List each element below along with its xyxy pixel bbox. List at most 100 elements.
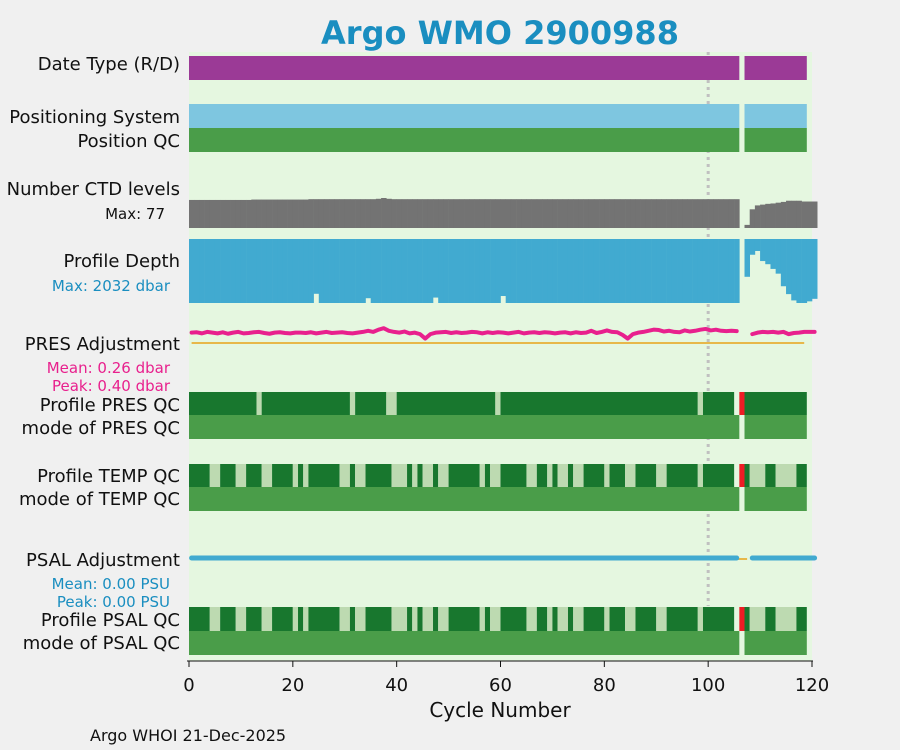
profile-psal-qc-segment <box>412 607 418 631</box>
ctd-levels-bar <box>770 203 776 228</box>
profile-temp-qc-segment <box>744 464 750 487</box>
profile-temp-qc-segment <box>796 464 807 487</box>
profile-pres-qc-segment <box>349 392 356 415</box>
profile-pres-qc-segment <box>739 392 745 415</box>
ctd-levels-bar <box>723 199 730 228</box>
ctd-levels-bar <box>282 199 288 228</box>
ctd-levels-bar <box>490 199 496 228</box>
date-type-bar-segment <box>744 56 807 80</box>
profile-depth-bar <box>614 239 621 303</box>
mode-psal-qc-bar-segment <box>189 631 740 655</box>
x-tick-label: 0 <box>183 675 194 696</box>
profile-depth-bar <box>635 239 641 303</box>
profile-pres-qc-segment <box>396 392 496 415</box>
ctd-levels-bar <box>578 199 584 228</box>
profile-depth-bar <box>723 239 730 303</box>
ctd-levels-bar <box>516 199 522 228</box>
profile-psal-qc-segment <box>526 607 537 631</box>
chart-title: Argo WMO 2900988 <box>321 14 679 52</box>
ctd-levels-bar <box>292 199 299 228</box>
profile-temp-qc-segment <box>490 464 501 487</box>
profile-psal-qc-segment <box>567 607 574 631</box>
profile-psal-qc-segment <box>448 607 480 631</box>
profile-temp-qc-segment <box>407 464 413 487</box>
ctd-levels-bar <box>806 201 813 228</box>
ctd-levels-bar <box>375 198 382 228</box>
profile-temp-qc-segment <box>433 464 439 487</box>
ctd-levels-bar <box>240 199 247 228</box>
profile-depth-bar <box>531 239 538 303</box>
profile-depth-bar <box>479 239 486 303</box>
profile-depth-bar <box>282 239 288 303</box>
profile-depth-bar <box>780 239 787 287</box>
ctd-levels-bar <box>744 224 750 228</box>
row-label-profile-temp-qc: Profile TEMP QC <box>37 466 180 487</box>
ctd-levels-bar <box>573 199 579 228</box>
profile-temp-qc-segment <box>235 464 247 487</box>
x-axis-ticks: 0 20 40 60 80 100 120 <box>183 661 829 696</box>
profile-pres-qc-segment <box>495 392 501 415</box>
profile-psal-qc-segment <box>697 607 703 631</box>
ctd-levels-bar <box>734 199 740 228</box>
profile-depth-bar <box>381 239 387 303</box>
profile-temp-qc-segment <box>635 464 657 487</box>
profile-depth-bar <box>448 239 455 303</box>
profile-psal-qc-segment <box>749 607 766 631</box>
profile-depth-bar <box>578 239 584 303</box>
profile-temp-qc-segment <box>765 464 776 487</box>
profile-depth-bar <box>360 239 366 303</box>
profile-depth-bar <box>370 239 377 303</box>
profile-depth-bar <box>796 239 802 303</box>
profile-psal-qc-segment <box>365 607 392 631</box>
profile-depth-bar <box>199 239 205 303</box>
ctd-levels-bar <box>474 199 481 228</box>
profile-depth-bar <box>230 239 237 303</box>
profile-depth-bar <box>417 239 423 303</box>
ctd-levels-bar <box>687 199 693 228</box>
profile-temp-qc-segment <box>557 464 568 487</box>
profile-depth-bar <box>708 239 714 303</box>
profile-depth-bar <box>287 239 294 303</box>
row-label-profile-psal-qc: Profile PSAL QC <box>41 610 180 631</box>
profile-psal-qc-segment <box>583 607 605 631</box>
profile-depth-bar <box>562 239 569 303</box>
profile-temp-qc-segment <box>261 464 273 487</box>
ctd-levels-bar <box>261 199 268 228</box>
profile-temp-qc-segment <box>422 464 434 487</box>
profile-psal-qc-segment <box>433 607 439 631</box>
profile-depth-bar <box>401 239 408 303</box>
pres-adjustment-line <box>189 326 739 341</box>
profile-temp-qc-segment <box>547 464 553 487</box>
ctd-levels-bar <box>754 205 761 228</box>
profile-depth-bar <box>573 239 579 303</box>
ctd-levels-bar <box>765 203 771 228</box>
ctd-levels-bar <box>791 200 797 228</box>
profile-temp-qc-segment <box>448 464 480 487</box>
profile-temp-qc-segment <box>484 464 491 487</box>
ctd-levels-bar <box>593 199 600 228</box>
ctd-levels-bar <box>526 199 532 228</box>
ctd-levels-bar <box>458 199 465 228</box>
ctd-levels-bar <box>381 198 387 228</box>
row-label-profile-depth: Profile Depth <box>63 251 180 272</box>
ctd-levels-bar <box>697 199 704 228</box>
profile-depth-bar <box>349 239 356 303</box>
x-tick-label: 40 <box>385 675 408 696</box>
profile-psal-qc-segment <box>349 607 356 631</box>
profile-depth-bar <box>298 239 304 303</box>
profile-pres-qc-segment <box>744 392 807 415</box>
ctd-levels-bar <box>542 199 548 228</box>
profile-temp-qc-segment <box>567 464 574 487</box>
ctd-levels-bar <box>225 199 231 228</box>
profile-temp-qc-segment <box>536 464 548 487</box>
profile-psal-qc-segment <box>500 607 527 631</box>
profile-psal-qc-segment <box>739 607 745 631</box>
profile-psal-qc-segment <box>298 607 304 631</box>
position-qc-bar-segment <box>189 128 740 152</box>
profile-depth-bar <box>323 239 330 303</box>
profile-temp-qc-segment <box>479 464 485 487</box>
x-tick-label: 80 <box>593 675 616 696</box>
ctd-levels-bar <box>194 199 200 228</box>
profile-depth-bar <box>443 239 449 303</box>
profile-depth-bar <box>557 239 564 303</box>
